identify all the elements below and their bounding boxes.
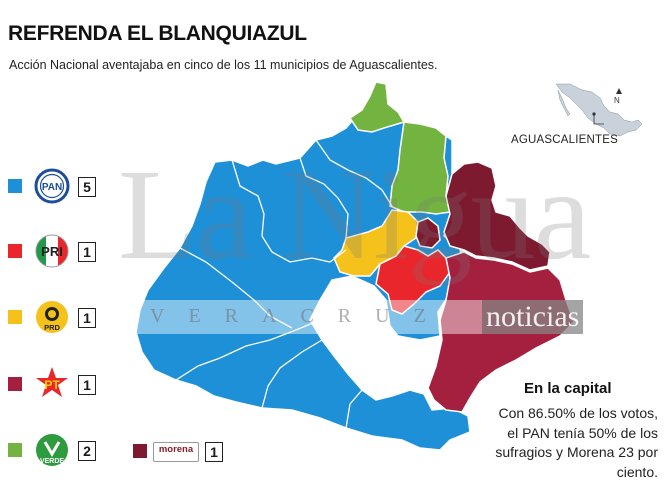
mexico-inset-map xyxy=(555,83,643,137)
legend-swatch-pan xyxy=(8,179,22,193)
region-verde-north xyxy=(348,81,406,133)
legend-item-prd: PRD 1 xyxy=(8,299,100,335)
verde-logo-text: VERDE xyxy=(40,458,64,465)
pri-logo-text: PRI xyxy=(41,244,63,259)
page-title: REFRENDA EL BLANQUIAZUL xyxy=(8,22,307,45)
region-morena-small xyxy=(415,217,441,249)
legend-item-pri: PRI 1 xyxy=(8,233,100,269)
prd-logo-icon: PRD xyxy=(36,301,68,333)
pri-logo-icon: PRI xyxy=(35,234,69,268)
municipal-borders xyxy=(175,139,393,429)
prd-logo-text: PRD xyxy=(44,323,60,332)
north-arrow-icon xyxy=(616,88,622,94)
legend-swatch-pt xyxy=(8,377,22,391)
capital-text: Con 86.50% de los votos, el PAN tenía 50… xyxy=(495,405,658,480)
region-morena xyxy=(443,161,551,271)
legend-item-pan: PAN 5 xyxy=(8,168,100,204)
pt-logo-icon: PT xyxy=(36,367,68,397)
legend-swatch-morena xyxy=(133,444,147,458)
pan-logo-icon: PAN xyxy=(34,168,70,204)
legend-item-morena: morena 1 xyxy=(133,433,223,469)
pt-logo-text: PT xyxy=(44,378,60,392)
capital-title: En la capital xyxy=(524,380,612,397)
pan-logo-text: PAN xyxy=(42,182,62,193)
morena-logo-text: morena xyxy=(158,444,194,455)
morena-logo-icon: morena xyxy=(153,442,199,462)
legend-count-pt: 1 xyxy=(78,375,96,395)
page-subtitle: Acción Nacional aventajaba en cinco de l… xyxy=(9,58,438,72)
legend-count-prd: 1 xyxy=(78,308,96,328)
verde-logo-icon: VERDE xyxy=(36,434,68,466)
legend-count-pri: 1 xyxy=(78,242,96,262)
north-label: N xyxy=(614,96,620,105)
legend-swatch-prd xyxy=(8,310,22,324)
legend-swatch-verde xyxy=(8,443,22,457)
inset-state-label: AGUASCALIENTES xyxy=(511,134,618,146)
legend-count-verde: 2 xyxy=(78,441,96,461)
legend-swatch-pri xyxy=(8,244,22,258)
legend-item-verde: VERDE 2 xyxy=(8,432,100,468)
region-pri xyxy=(375,245,451,315)
legend-count-morena: 1 xyxy=(205,442,223,462)
legend-item-pt: PT 1 xyxy=(8,366,100,402)
region-verde-east xyxy=(389,121,451,215)
legend-count-pan: 5 xyxy=(78,177,96,197)
